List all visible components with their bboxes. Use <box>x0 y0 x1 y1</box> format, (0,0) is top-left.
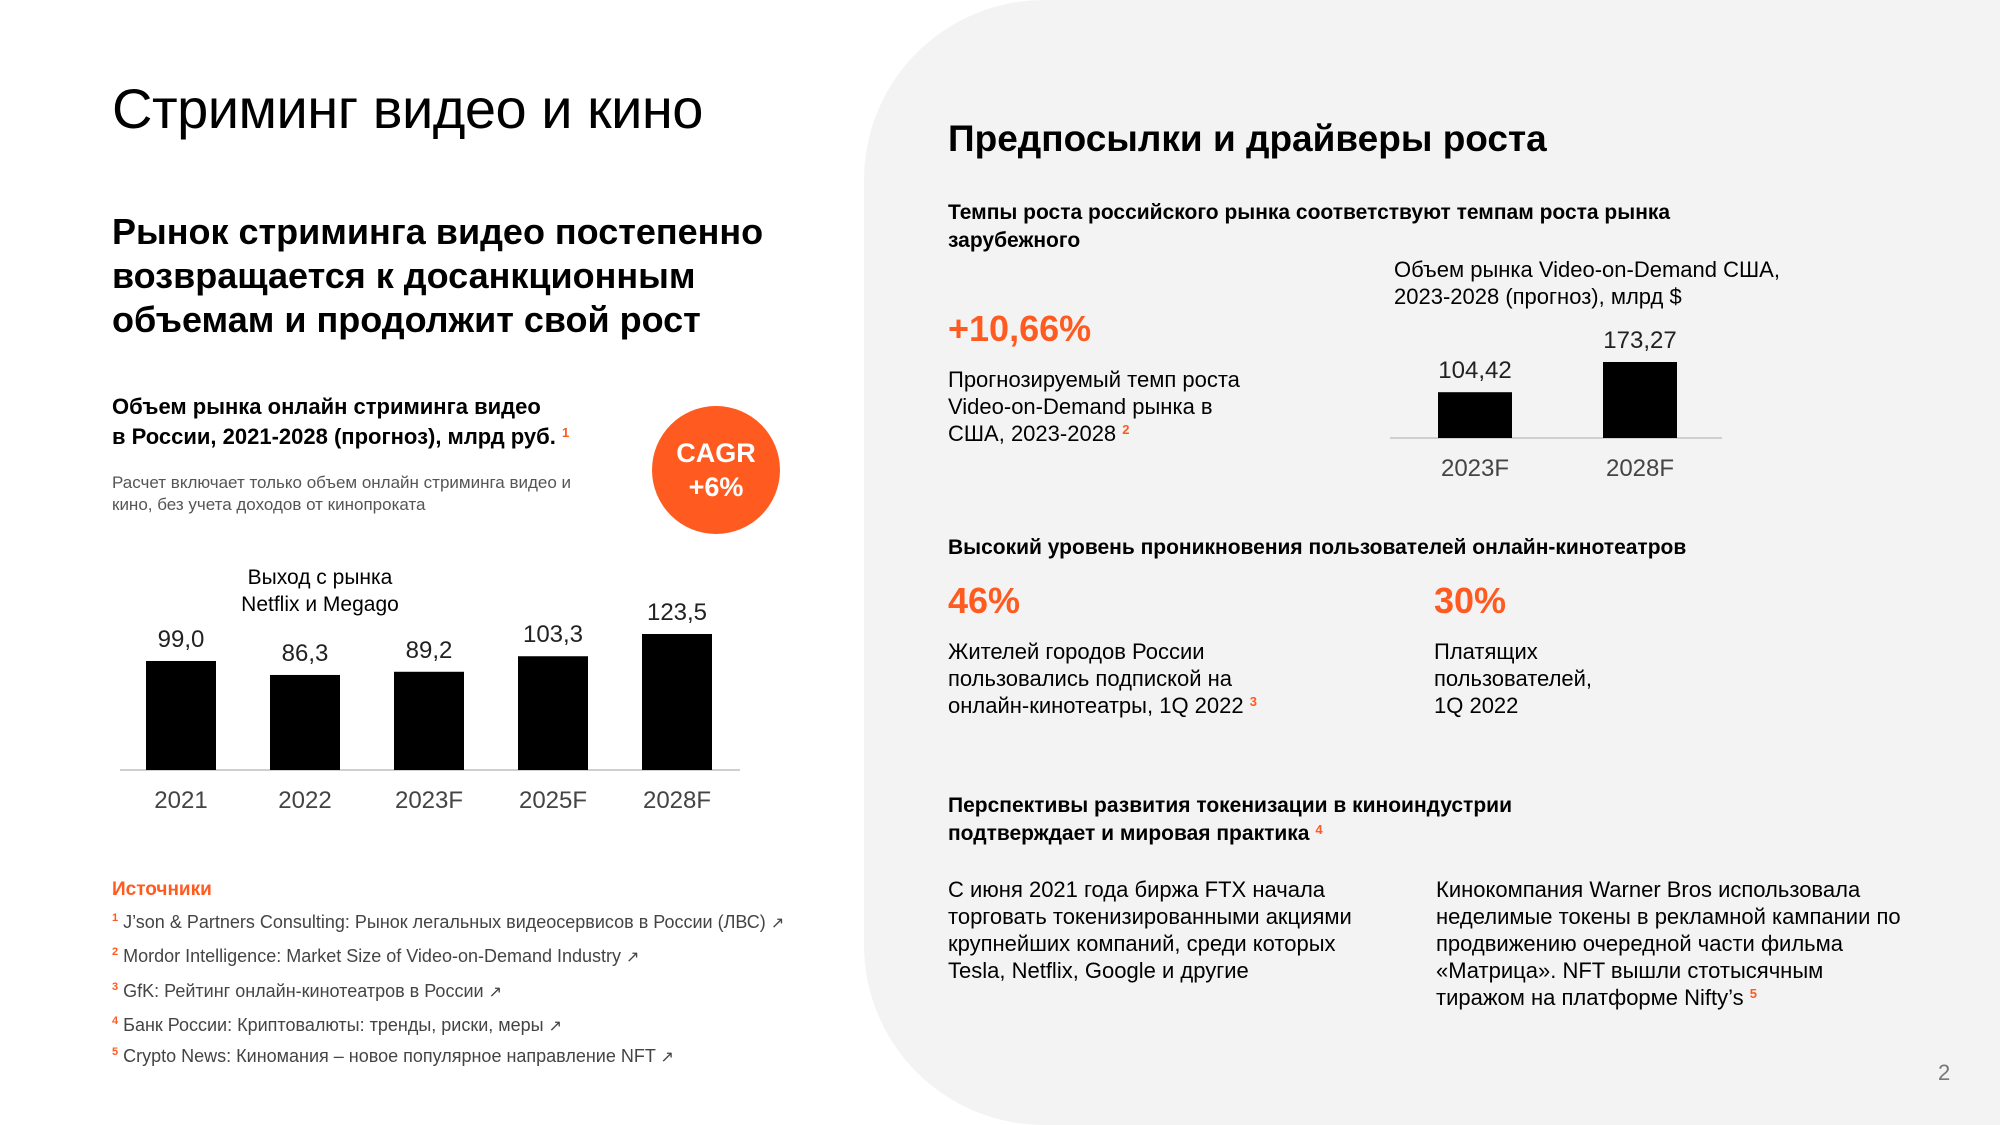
bar <box>642 634 712 770</box>
stat1-text-block: Жителей городов России пользовались подп… <box>948 638 1288 719</box>
ru-market-chart: 99,0 2021 86,3 2022 89,2 2023F 103,3 2025F 123,5… <box>120 600 740 814</box>
source-link[interactable]: 1 J’son & Partners Consulting: Рынок лег… <box>112 912 784 933</box>
source-number: 3 <box>112 981 119 993</box>
cagr-label: CAGR <box>676 438 756 468</box>
right-panel <box>864 0 2000 1125</box>
bar-value-label: 103,3 <box>523 621 583 648</box>
source-text: J’son & Partners Consulting: Рынок легал… <box>118 912 771 932</box>
ru-chart-note: Расчет включает только объем онлайн стри… <box>112 473 572 514</box>
us-market-chart: 104,42 2023F 173,27 2028F <box>1390 327 1722 482</box>
source-number: 5 <box>112 1046 119 1058</box>
section3-heading: Перспективы развития токенизации в кинои… <box>948 794 1512 845</box>
source-text: Crypto News: Киномания – новое популярно… <box>118 1046 661 1066</box>
bar-value-label: 173,27 <box>1603 327 1676 354</box>
stat2-value: 30% <box>1434 580 1507 621</box>
bar <box>518 656 588 770</box>
section3-heading-block: Перспективы развития токенизации в кинои… <box>948 792 1568 848</box>
source-text: Mordor Intelligence: Market Size of Vide… <box>118 946 627 966</box>
cagr-value: +6% <box>688 472 744 502</box>
source-link[interactable]: 3 GfK: Рейтинг онлайн-кинотеатров в Росс… <box>112 981 502 1002</box>
growth-value: +10,66% <box>948 308 1092 349</box>
footnote-ref-2[interactable]: 2 <box>1122 422 1130 437</box>
x-tick-label: 2022 <box>278 787 331 814</box>
source-link[interactable]: 2 Mordor Intelligence: Market Size of Vi… <box>112 946 639 967</box>
x-tick-label: 2023F <box>1441 455 1509 482</box>
page-title: Стриминг видео и кино <box>112 77 703 140</box>
section1-heading: Темпы роста российского рынка соответств… <box>948 201 1671 252</box>
source-number: 1 <box>112 912 119 924</box>
growth-text: Прогнозируемый темп роста Video-on-Deman… <box>948 367 1240 446</box>
bar <box>270 674 340 770</box>
source-link[interactable]: 4 Банк России: Криптовалюты: тренды, рис… <box>112 1015 562 1036</box>
source-text: GfK: Рейтинг онлайн-кинотеатров в России <box>118 981 489 1001</box>
drivers-title: Предпосылки и драйверы роста <box>948 118 1547 159</box>
sources-title: Источники <box>112 879 212 900</box>
footnote-ref-5[interactable]: 5 <box>1749 986 1757 1001</box>
warner-text-block: Кинокомпания Warner Bros использовала не… <box>1436 876 1916 1011</box>
ru-chart-title-line2: в России, 2021-2028 (прогноз), млрд руб. <box>112 424 556 449</box>
external-link-icon: ↗ <box>626 949 640 966</box>
bar-value-label: 99,0 <box>158 626 205 653</box>
ru-chart-title-line1: Объем рынка онлайн стриминга видео <box>112 394 541 419</box>
page-subtitle: Рынок стриминга видео постепенно возвращ… <box>112 211 764 340</box>
stat1-value: 46% <box>948 580 1021 621</box>
bar-value-label: 123,5 <box>647 600 707 626</box>
stat1-text: Жителей городов России пользовались подп… <box>948 639 1244 718</box>
footnote-ref-1[interactable]: 1 <box>561 425 570 440</box>
external-link-icon: ↗ <box>770 915 785 932</box>
bar-value-label: 86,3 <box>282 640 329 667</box>
footnote-ref-4[interactable]: 4 <box>1315 822 1323 837</box>
ftx-text: С июня 2021 года биржа FTX начала торгов… <box>948 877 1352 983</box>
external-link-icon: ↗ <box>548 1018 563 1035</box>
external-link-icon: ↗ <box>488 984 502 1001</box>
bar <box>1603 362 1677 438</box>
warner-text: Кинокомпания Warner Bros использовала не… <box>1436 877 1901 1010</box>
source-link[interactable]: 5 Crypto News: Киномания – новое популяр… <box>112 1046 674 1067</box>
chart-annotation: Выход с рынка Netflix и Megago <box>241 566 399 616</box>
page-number: 2 <box>1938 1060 1951 1085</box>
section2-heading: Высокий уровень проникновения пользовате… <box>948 536 1687 559</box>
x-tick-label: 2028F <box>1606 455 1674 482</box>
external-link-icon: ↗ <box>660 1049 674 1066</box>
source-text: Банк России: Криптовалюты: тренды, риски… <box>118 1015 549 1035</box>
stat2-text: Платящих пользователей, 1Q 2022 <box>1434 639 1593 718</box>
bar <box>1438 392 1512 438</box>
source-number: 4 <box>112 1015 119 1027</box>
bar <box>146 660 216 770</box>
bar-value-label: 104,42 <box>1438 357 1511 384</box>
x-tick-label: 2028F <box>643 787 711 814</box>
us-chart-title: Объем рынка Video-on-Demand США, 2023-20… <box>1394 257 1780 309</box>
bar-value-label: 89,2 <box>406 637 453 664</box>
x-tick-label: 2021 <box>154 787 207 814</box>
growth-text-block: Прогнозируемый темп роста Video-on-Deman… <box>948 366 1248 447</box>
cagr-badge: CAGR +6% <box>652 406 780 534</box>
footnote-ref-3[interactable]: 3 <box>1249 694 1257 709</box>
bar <box>394 671 464 770</box>
x-tick-label: 2023F <box>395 787 463 814</box>
ru-chart-title: Объем рынка онлайн стриминга видео в Рос… <box>112 392 672 452</box>
source-number: 2 <box>112 946 119 958</box>
x-tick-label: 2025F <box>519 787 587 814</box>
